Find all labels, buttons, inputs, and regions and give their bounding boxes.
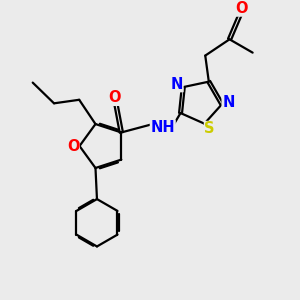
Text: N: N	[222, 95, 235, 110]
Text: NH: NH	[151, 120, 175, 135]
Text: O: O	[108, 90, 121, 105]
Text: N: N	[171, 76, 183, 92]
Text: S: S	[205, 122, 215, 136]
Text: O: O	[67, 139, 79, 154]
Text: O: O	[235, 1, 248, 16]
